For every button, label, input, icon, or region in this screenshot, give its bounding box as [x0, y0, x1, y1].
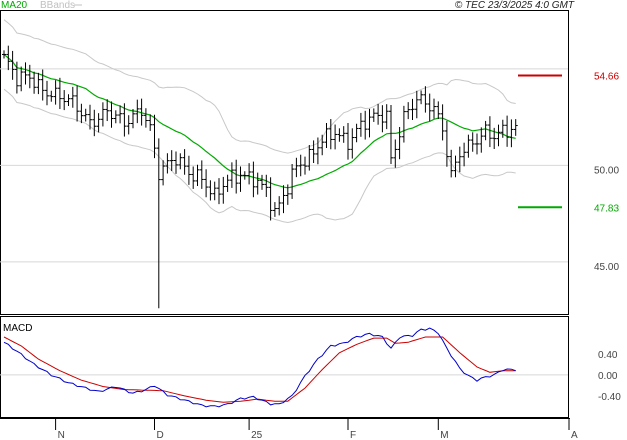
legend-ma20: MA20 [1, 0, 28, 11]
macd-line [3, 327, 516, 408]
macd-tick-label: -0.40 [598, 392, 621, 403]
bollinger-upper-line [3, 19, 516, 154]
x-axis-label: N [58, 430, 65, 440]
x-axis-label: 25 [251, 430, 263, 440]
price-tick-label: 45.00 [594, 262, 619, 273]
macd-signal-line [3, 336, 516, 403]
source-timestamp: © TEC 23/3/2025 4:0 GMT [455, 0, 575, 11]
x-axis-label: F [350, 430, 356, 440]
price-tick-label: 50.00 [594, 165, 619, 176]
bollinger-lower-line [3, 88, 516, 224]
macd-tick-label: 0.40 [598, 350, 618, 361]
legend-bbands: BBands [40, 0, 75, 11]
resistance-label: 54.66 [594, 71, 619, 82]
macd-tick-label: 0.00 [598, 371, 618, 382]
ma20-line [3, 54, 516, 189]
support-label: 47.83 [594, 203, 619, 214]
macd-panel-frame [0, 316, 569, 418]
price-panel-frame [0, 10, 569, 315]
macd-title: MACD [3, 323, 32, 334]
x-axis-label: A [571, 430, 578, 440]
x-axis-label: D [157, 430, 164, 440]
x-axis-label: M [440, 430, 448, 440]
